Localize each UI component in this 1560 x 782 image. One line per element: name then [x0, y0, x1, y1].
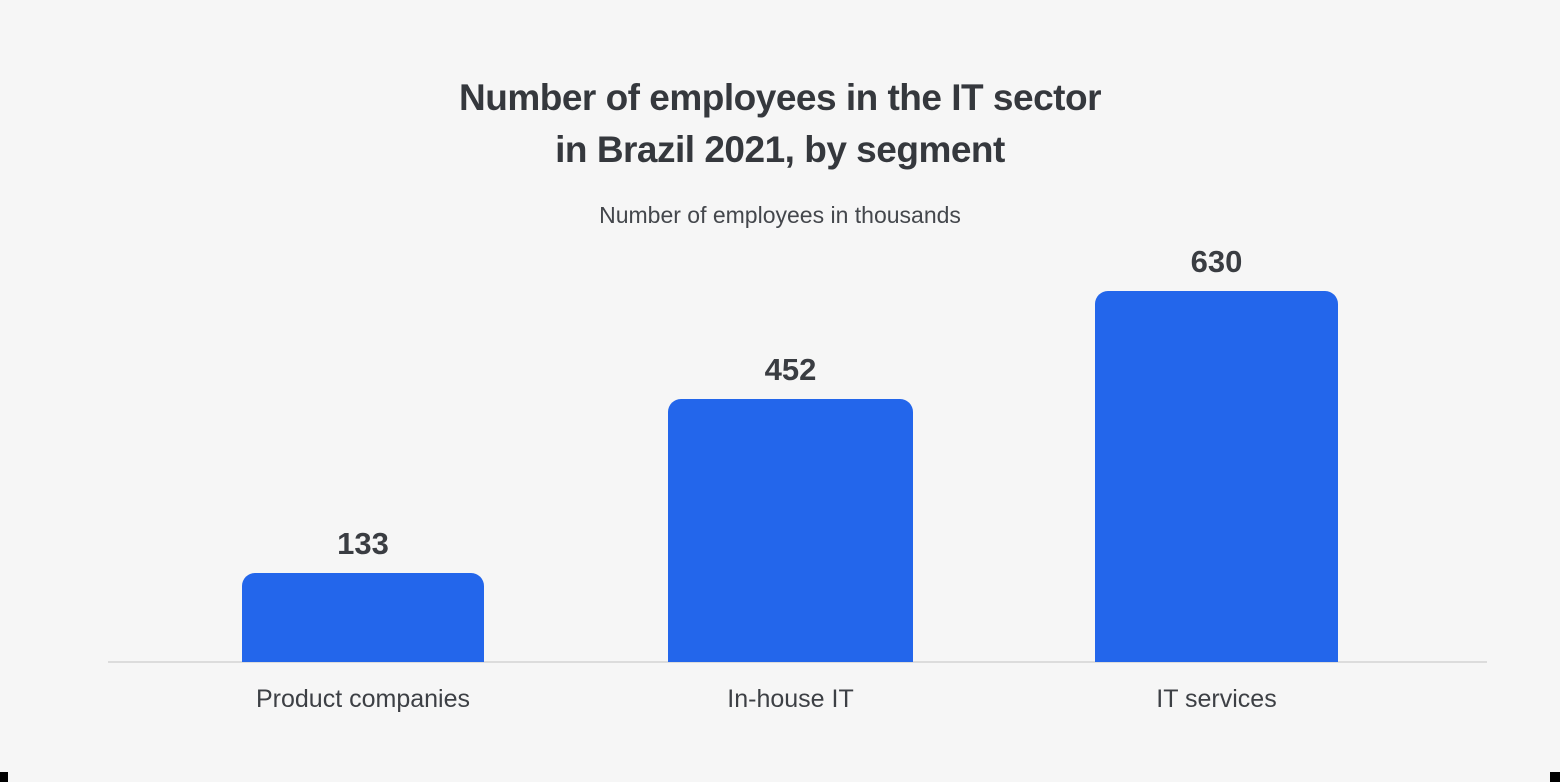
value-label-in-house-it: 452 — [764, 352, 817, 387]
category-label-product-companies: Product companies — [255, 685, 470, 713]
bar-it-services — [1095, 291, 1338, 662]
value-label-it-services: 630 — [1190, 244, 1243, 279]
value-label-product-companies: 133 — [337, 526, 389, 561]
category-label-in-house-it: In-house IT — [727, 685, 854, 713]
chart-title-line1: Number of employees in the IT sector — [459, 77, 1101, 118]
bar-product-companies — [242, 573, 484, 662]
corner-mark-bottom-right — [1550, 772, 1560, 782]
chart-title-line2: in Brazil 2021, by segment — [555, 129, 1005, 170]
bar-in-house-it — [668, 399, 913, 662]
corner-mark-bottom-left — [0, 772, 8, 782]
chart-subtitle: Number of employees in thousands — [599, 202, 961, 228]
category-label-it-services: IT services — [1156, 685, 1277, 713]
chart-title: Number of employees in the IT sector in … — [0, 72, 1560, 176]
x-axis-baseline — [108, 661, 1487, 663]
